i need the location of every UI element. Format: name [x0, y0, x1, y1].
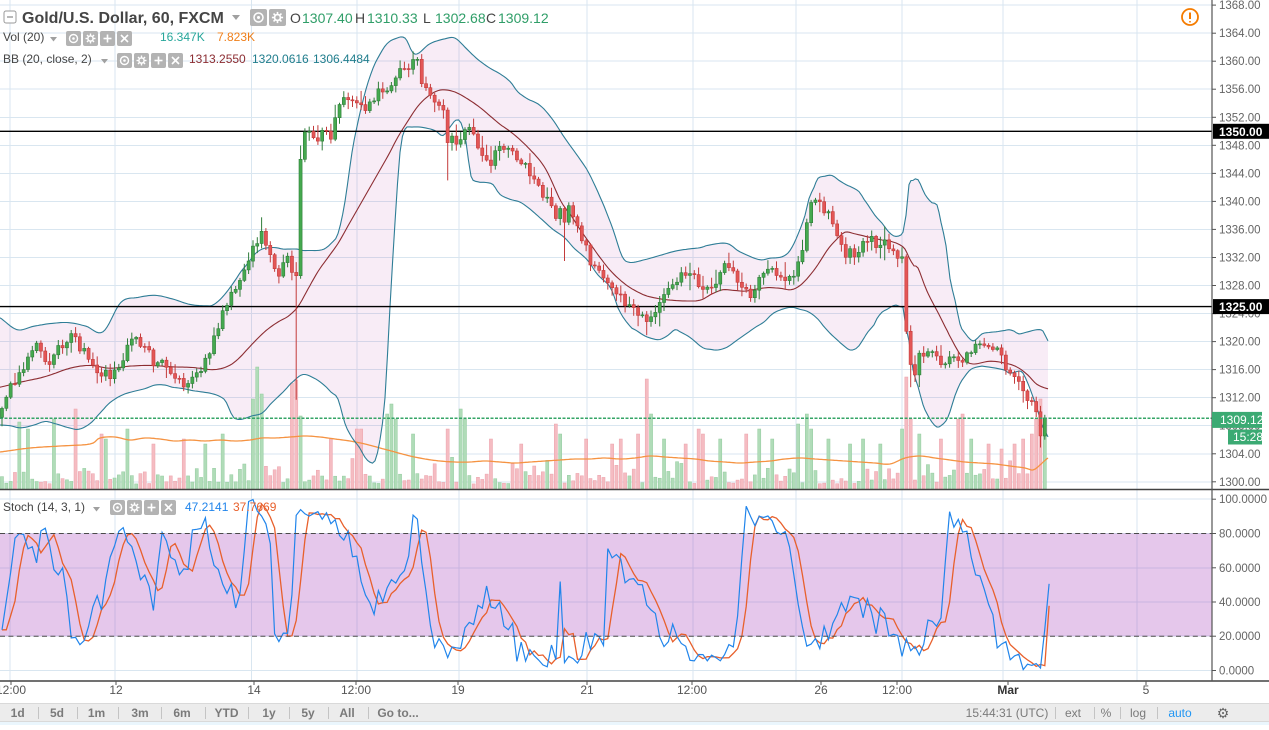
svg-text:BB (20, close, 2): BB (20, close, 2) [3, 52, 92, 66]
svg-text:19: 19 [451, 683, 465, 697]
svg-text:7.823K: 7.823K [217, 30, 255, 44]
svg-text:C: C [486, 10, 496, 26]
svg-text:47.2141: 47.2141 [185, 500, 229, 514]
svg-text:14: 14 [247, 683, 261, 697]
svg-text:1348.00: 1348.00 [1219, 140, 1261, 152]
svg-text:21: 21 [580, 683, 594, 697]
svg-text:L: L [423, 10, 431, 26]
svg-text:1356.00: 1356.00 [1219, 84, 1261, 96]
svg-text:1312.00: 1312.00 [1219, 393, 1261, 405]
svg-text:0.0000: 0.0000 [1219, 666, 1254, 678]
svg-text:1352.00: 1352.00 [1219, 112, 1261, 124]
svg-text:1300.00: 1300.00 [1219, 477, 1261, 489]
svg-text:1364.00: 1364.00 [1219, 28, 1261, 40]
svg-text:12:00: 12:00 [882, 683, 912, 697]
svg-text:1313.2550: 1313.2550 [189, 52, 246, 66]
svg-text:Gold/U.S. Dollar, 60, FXCM: Gold/U.S. Dollar, 60, FXCM [22, 10, 224, 27]
svg-text:12: 12 [109, 683, 123, 697]
svg-text:1320.0616: 1320.0616 [252, 52, 309, 66]
svg-text:1325.00: 1325.00 [1219, 300, 1263, 314]
svg-text:16.347K: 16.347K [160, 30, 205, 44]
svg-text:1344.00: 1344.00 [1219, 168, 1261, 180]
svg-text:1302.68: 1302.68 [435, 10, 486, 26]
svg-text:12:00: 12:00 [0, 683, 26, 697]
svg-text:1336.00: 1336.00 [1219, 224, 1261, 236]
svg-text:1320.00: 1320.00 [1219, 337, 1261, 349]
svg-text:1332.00: 1332.00 [1219, 253, 1261, 265]
svg-text:12:00: 12:00 [677, 683, 707, 697]
svg-text:Mar: Mar [997, 683, 1019, 697]
svg-text:12:00: 12:00 [341, 683, 371, 697]
svg-text:H: H [355, 10, 365, 26]
svg-text:1316.00: 1316.00 [1219, 365, 1261, 377]
svg-text:1340.00: 1340.00 [1219, 196, 1261, 208]
svg-text:1304.00: 1304.00 [1219, 449, 1261, 461]
svg-text:1310.33: 1310.33 [367, 10, 418, 26]
svg-text:37.7669: 37.7669 [233, 500, 277, 514]
svg-text:80.0000: 80.0000 [1219, 529, 1261, 541]
svg-text:15:28: 15:28 [1233, 430, 1263, 444]
svg-text:1360.00: 1360.00 [1219, 56, 1261, 68]
svg-text:60.0000: 60.0000 [1219, 563, 1261, 575]
svg-text:Vol (20): Vol (20) [3, 30, 44, 44]
svg-text:O: O [290, 10, 301, 26]
svg-text:100.0000: 100.0000 [1219, 494, 1267, 506]
svg-text:Stoch (14, 3, 1): Stoch (14, 3, 1) [3, 500, 85, 514]
svg-text:1309.12: 1309.12 [498, 10, 549, 26]
svg-text:5: 5 [1143, 683, 1150, 697]
svg-text:1328.00: 1328.00 [1219, 281, 1261, 293]
svg-text:1368.00: 1368.00 [1219, 0, 1261, 12]
svg-text:1309.12: 1309.12 [1220, 413, 1264, 427]
svg-text:1350.00: 1350.00 [1219, 125, 1263, 139]
svg-text:20.0000: 20.0000 [1219, 631, 1261, 643]
svg-text:1306.4484: 1306.4484 [313, 52, 370, 66]
svg-text:1307.40: 1307.40 [302, 10, 353, 26]
svg-text:26: 26 [814, 683, 828, 697]
svg-text:40.0000: 40.0000 [1219, 597, 1261, 609]
